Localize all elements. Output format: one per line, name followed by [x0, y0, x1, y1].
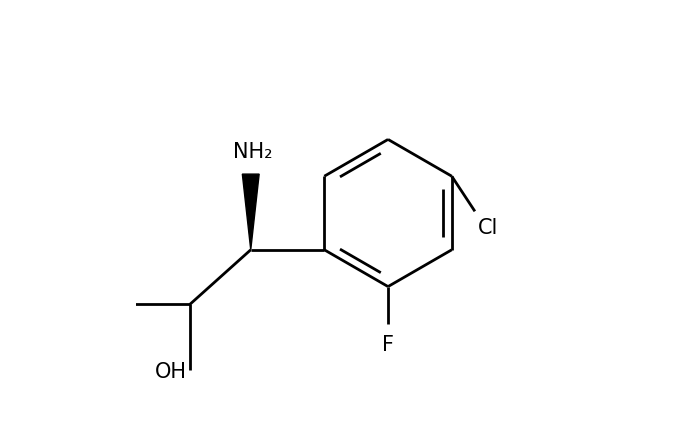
Text: F: F [382, 335, 394, 355]
Polygon shape [242, 174, 260, 250]
Text: OH: OH [154, 362, 186, 382]
Text: NH₂: NH₂ [233, 142, 273, 162]
Text: Cl: Cl [478, 218, 499, 238]
